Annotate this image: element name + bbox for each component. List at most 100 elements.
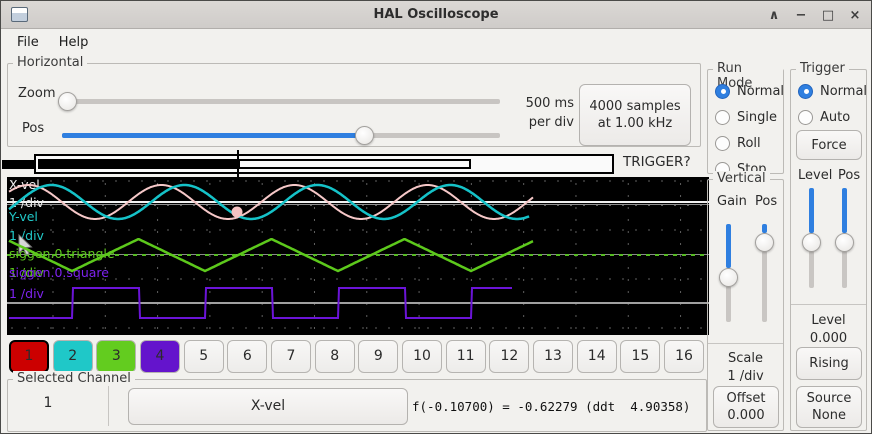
close-icon[interactable]: × <box>849 7 861 23</box>
trigger-pos-label: Pos <box>838 168 861 183</box>
record-bar-window[interactable] <box>238 159 471 169</box>
record-bar-left-segment <box>2 160 35 169</box>
run-mode-group: Run Mode Normal Single Roll Stop <box>707 61 784 177</box>
scope-channel-label: 1 /div <box>9 286 44 301</box>
channel-zero-line <box>7 201 709 203</box>
radio-roll[interactable]: Roll <box>715 130 784 156</box>
channel-zero-line <box>7 254 709 256</box>
trigger-edge-button[interactable]: Rising <box>796 347 862 380</box>
selected-channel-divider <box>108 386 109 426</box>
channel-name-button[interactable]: X-vel <box>128 388 408 425</box>
channel-button-16[interactable]: 16 <box>664 340 705 373</box>
channel-button-10[interactable]: 10 <box>402 340 443 373</box>
cursor-readout: f(-0.10700) = -0.62279 (ddt 4.90358) <box>412 399 691 414</box>
menu-file[interactable]: File <box>17 35 39 50</box>
window-controls: ∧ − □ × <box>766 1 863 29</box>
radio-button-icon[interactable] <box>715 135 730 151</box>
channel-button-8[interactable]: 8 <box>314 340 355 373</box>
waveform-siggen.0.square <box>9 287 512 319</box>
channel-zero-line <box>7 204 709 205</box>
trigger-status-label: TRIGGER? <box>623 154 691 170</box>
scope-channel-label: 1 /div <box>9 228 44 243</box>
radio-normal[interactable]: Normal <box>798 78 867 104</box>
samples-button[interactable]: 4000 samples at 1.00 kHz <box>579 84 691 146</box>
channel-button-5[interactable]: 5 <box>183 340 224 373</box>
channel-button-4[interactable]: 4 <box>140 340 180 373</box>
maximize-icon[interactable]: □ <box>821 7 835 23</box>
channel-button-13[interactable]: 13 <box>533 340 574 373</box>
channel-button-2[interactable]: 2 <box>52 340 93 373</box>
scale-value: 1 /div <box>727 369 764 384</box>
vertical-pos-slider[interactable] <box>755 224 774 322</box>
trigger-level-slider[interactable] <box>802 188 821 288</box>
scope-channel-label: siggen.0.square <box>9 265 109 280</box>
trigger-point-marker[interactable] <box>231 206 243 218</box>
waveform-y-vel <box>8 183 530 221</box>
pos-slider-fill <box>62 133 364 138</box>
trigger-pos-knob[interactable] <box>835 233 854 252</box>
minimize-icon[interactable]: − <box>795 7 807 23</box>
channel-button-3[interactable]: 3 <box>96 340 137 373</box>
gain-slider[interactable] <box>719 224 738 322</box>
channel-button-9[interactable]: 9 <box>358 340 399 373</box>
trigger-level-knob[interactable] <box>802 233 821 252</box>
scale-label: Scale <box>728 351 763 366</box>
channel-button-6[interactable]: 6 <box>227 340 268 373</box>
scope-channel-label: Y-vel <box>9 209 38 224</box>
horizontal-group: Horizontal Zoom Pos 500 ms per div 4000 … <box>7 55 701 147</box>
menu-help[interactable]: Help <box>58 35 89 50</box>
channel-button-15[interactable]: 15 <box>620 340 661 373</box>
channel-button-11[interactable]: 11 <box>445 340 486 373</box>
radio-auto[interactable]: Auto <box>798 104 867 130</box>
selected-channel-group: Selected Channel 1 X-vel f(-0.10700) = -… <box>7 371 707 432</box>
waveform-x-vel <box>8 184 534 220</box>
zoom-slider-knob[interactable] <box>58 92 77 111</box>
waveform-siggen.0.triangle <box>8 237 534 273</box>
radio-label: Roll <box>737 135 761 151</box>
selected-channel-number: 1 <box>43 395 53 411</box>
trigger-group: Trigger Normal Auto Force Level Pos Level… <box>790 61 867 431</box>
radio-normal[interactable]: Normal <box>715 78 784 104</box>
channel-button-7[interactable]: 7 <box>271 340 312 373</box>
radio-button-icon[interactable] <box>798 83 813 99</box>
pos-slider-knob[interactable] <box>355 126 374 145</box>
radio-button-icon[interactable] <box>798 109 813 125</box>
scope-display[interactable]: X-vel 1 /div Y-vel 1 /div siggen.0.triangle 1… <box>7 177 709 335</box>
radio-label: Single <box>737 109 777 125</box>
vertical-group-label: Vertical <box>713 171 770 186</box>
gain-knob[interactable] <box>719 268 738 287</box>
record-bar-filled <box>38 159 238 169</box>
trigger-source-button[interactable]: Source None <box>796 386 862 428</box>
shade-icon[interactable]: ∧ <box>768 7 780 23</box>
scope-channel-label: 1 /div <box>9 265 44 280</box>
force-button[interactable]: Force <box>796 130 862 160</box>
timebase-readout: 500 ms per div <box>525 96 574 130</box>
zoom-label: Zoom <box>18 86 56 101</box>
channel-zero-line <box>7 302 709 304</box>
vertical-pos-knob[interactable] <box>755 233 774 252</box>
channel-button-12[interactable]: 12 <box>489 340 530 373</box>
radio-button-icon[interactable] <box>715 109 730 125</box>
horizontal-group-label: Horizontal <box>13 55 88 70</box>
scope-waveforms <box>8 183 534 319</box>
zoom-slider-track[interactable] <box>58 99 500 104</box>
trigger-pos-slider[interactable] <box>835 188 854 288</box>
window-title: HAL Oscilloscope <box>373 7 499 22</box>
radio-label: Normal <box>820 83 868 99</box>
vertical-pos-label: Pos <box>755 194 778 209</box>
gain-label: Gain <box>717 194 747 209</box>
trigger-group-label: Trigger <box>796 61 849 76</box>
radio-button-icon[interactable] <box>715 83 730 99</box>
pos-label: Pos <box>22 121 45 136</box>
channel-button-1[interactable]: 1 <box>9 340 49 373</box>
titlebar[interactable]: HAL Oscilloscope ∧ − □ × <box>1 1 871 29</box>
trigger-divider <box>791 304 866 305</box>
offset-button[interactable]: Offset 0.000 <box>713 386 779 428</box>
radio-label: Auto <box>820 109 851 125</box>
radio-single[interactable]: Single <box>715 104 784 130</box>
channel-button-14[interactable]: 14 <box>576 340 617 373</box>
radio-label: Normal <box>737 83 785 99</box>
app-icon <box>11 7 28 22</box>
record-bar-trigger-cursor[interactable] <box>237 150 239 178</box>
